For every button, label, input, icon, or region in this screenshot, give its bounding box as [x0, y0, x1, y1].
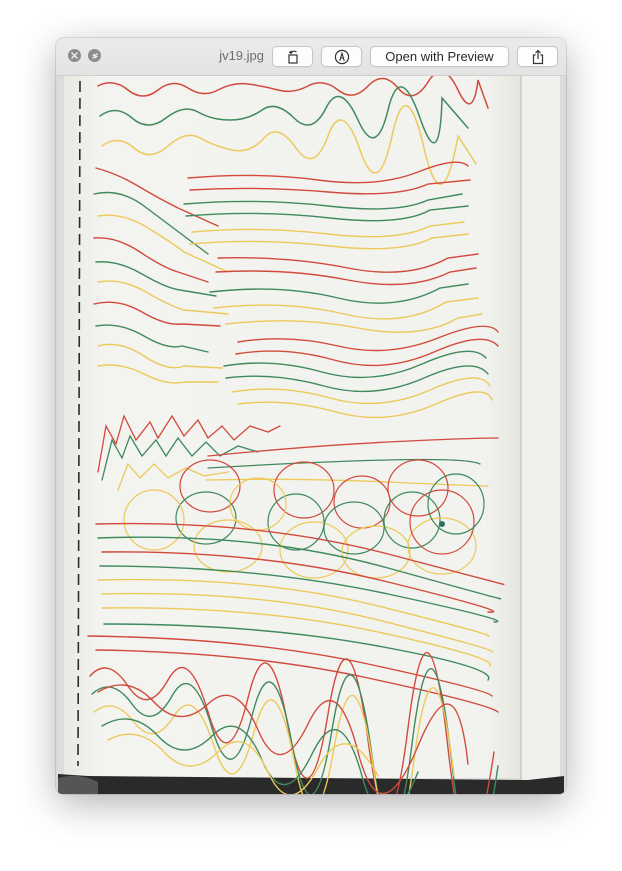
markup-button[interactable] — [321, 46, 362, 67]
rotate-left-icon — [287, 50, 298, 64]
share-button[interactable] — [517, 46, 558, 67]
fullscreen-icon — [91, 52, 98, 59]
close-icon — [71, 52, 78, 59]
scanned-drawing-image — [58, 76, 564, 794]
image-viewport — [56, 76, 566, 794]
rotate-button[interactable] — [272, 46, 313, 67]
open-with-preview-button[interactable]: Open with Preview — [370, 46, 509, 67]
title-bar: jv19.jpg Open with Preview — [56, 38, 566, 76]
close-button[interactable] — [68, 49, 81, 62]
file-name: jv19.jpg — [219, 48, 264, 63]
quicklook-window: jv19.jpg Open with Preview — [56, 38, 566, 794]
share-icon — [532, 49, 543, 64]
open-with-preview-label: Open with Preview — [385, 49, 494, 64]
fullscreen-button[interactable] — [88, 49, 101, 62]
markup-pen-icon — [334, 49, 349, 64]
